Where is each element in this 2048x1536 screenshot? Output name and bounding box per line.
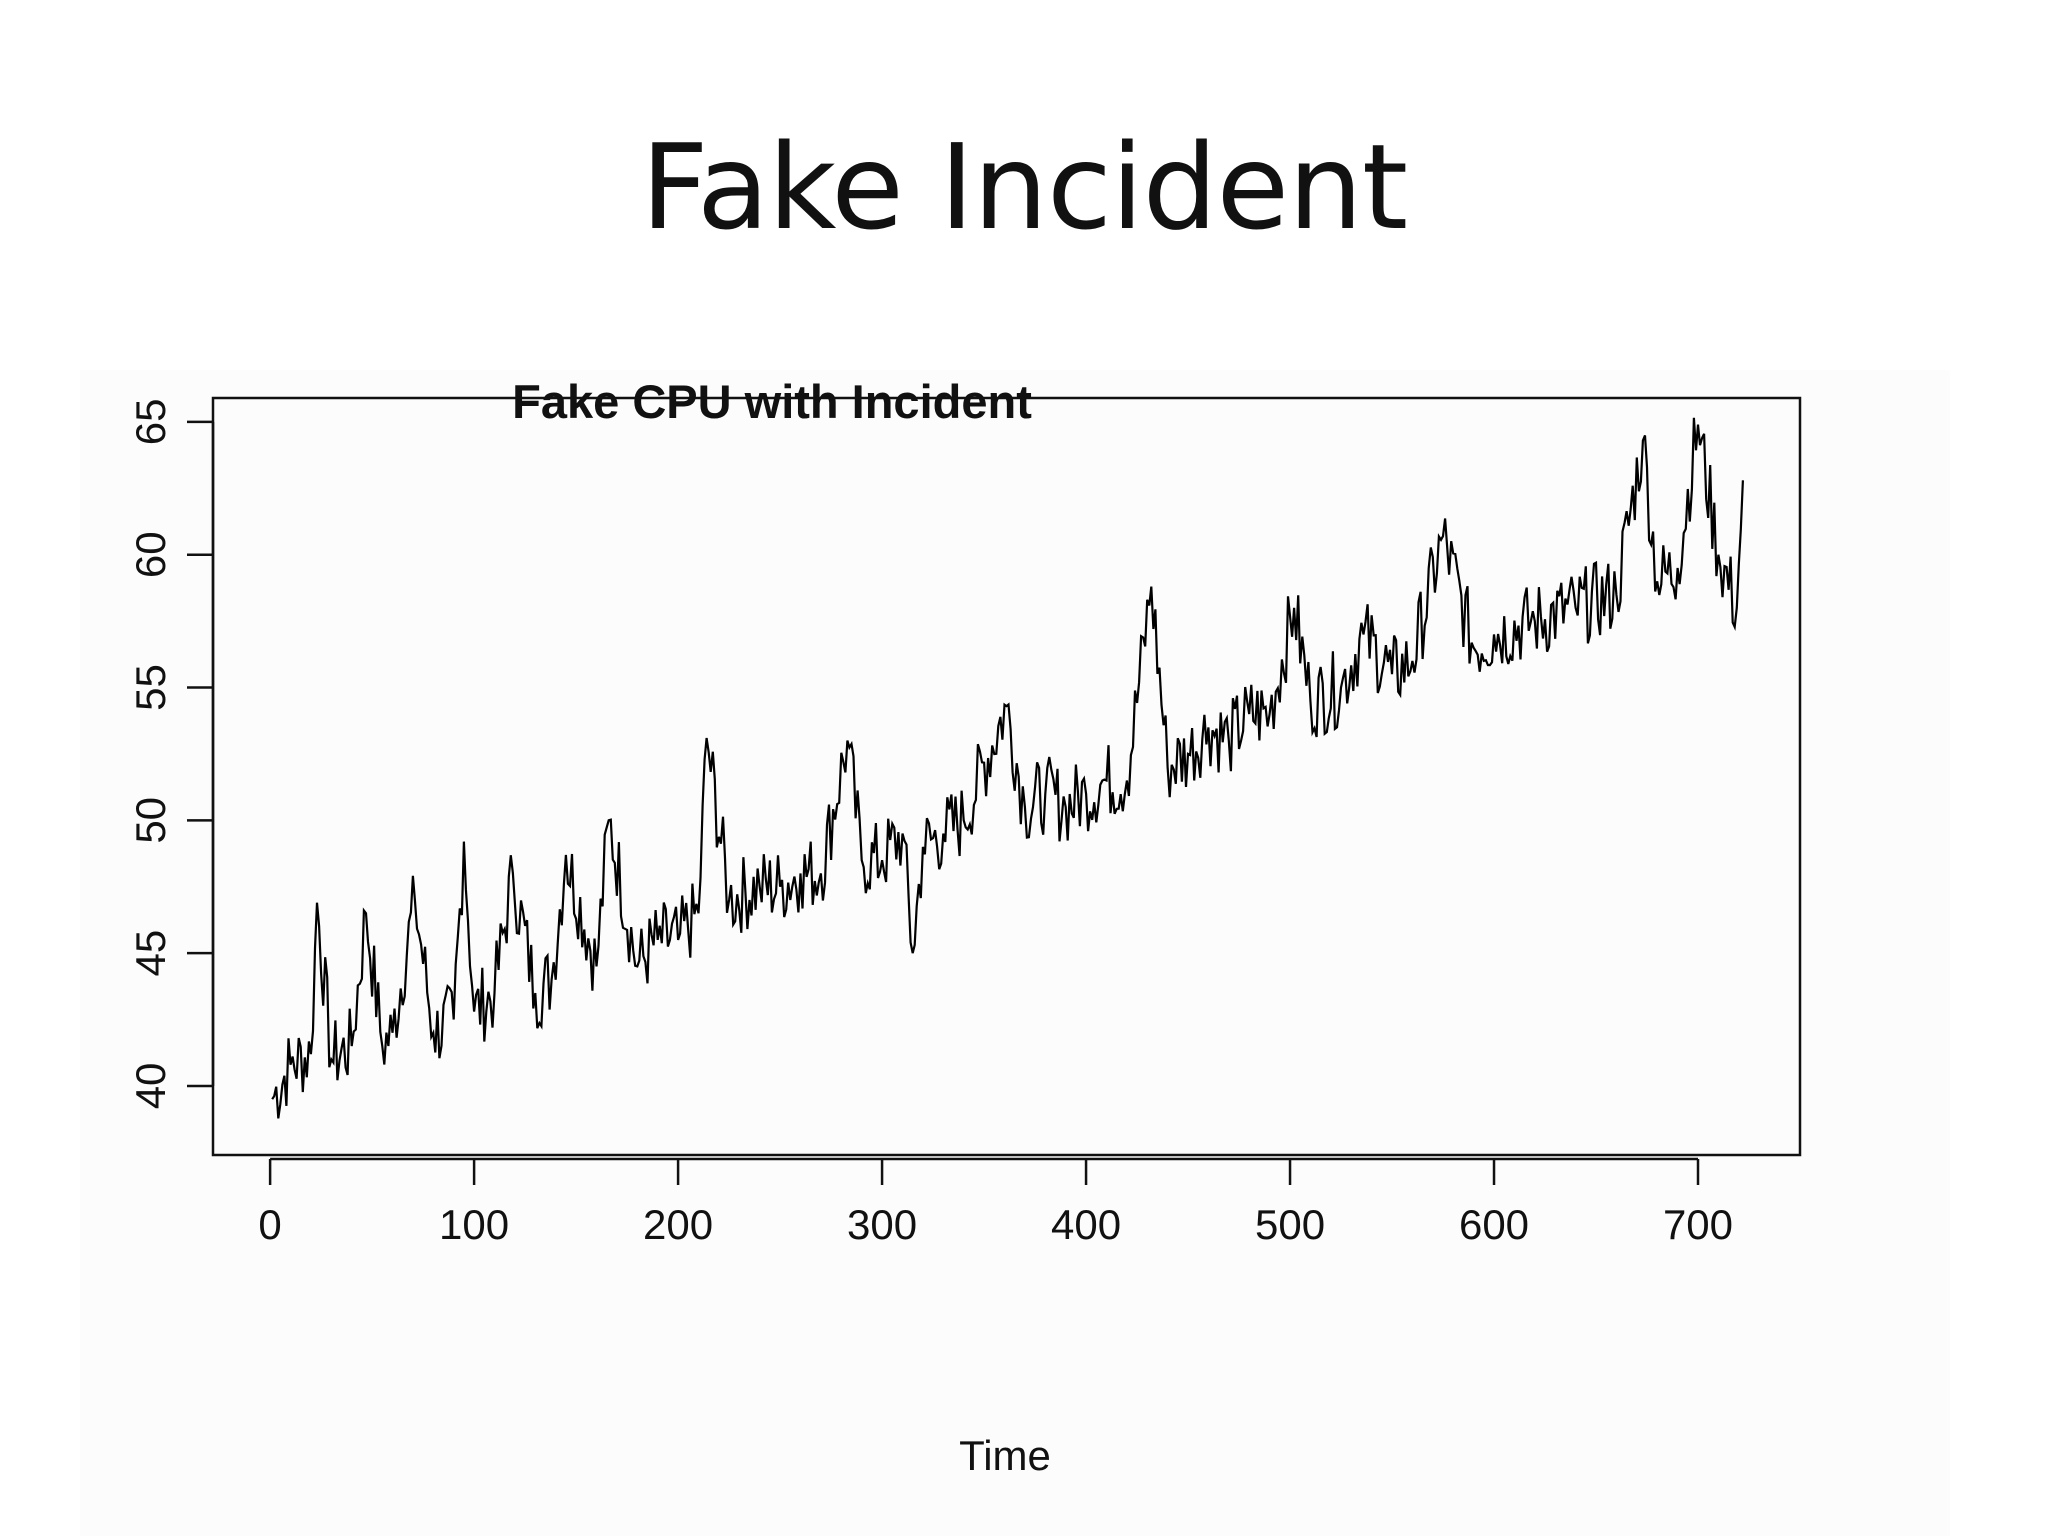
plot-panel: Fake CPU with Incident 0 100 200 300 400 500 6… bbox=[80, 370, 1950, 1536]
x-tick-label: 400 bbox=[1051, 1201, 1121, 1248]
y-tick-label: 60 bbox=[127, 531, 174, 578]
x-axis: 0 100 200 300 400 500 600 700 bbox=[258, 1157, 1733, 1248]
x-tick-label: 700 bbox=[1663, 1201, 1733, 1248]
x-tick-label: 0 bbox=[258, 1201, 281, 1248]
series-line bbox=[271, 417, 1744, 1119]
y-tick-label: 45 bbox=[127, 930, 174, 977]
x-tick-label: 600 bbox=[1459, 1201, 1529, 1248]
plot-frame bbox=[211, 396, 1802, 1157]
x-axis-label: Time bbox=[959, 1432, 1051, 1479]
y-tick-label: 50 bbox=[127, 797, 174, 844]
slide-title: Fake Incident bbox=[640, 118, 1408, 256]
line-chart: Fake CPU with Incident 0 100 200 300 400 500 6… bbox=[127, 375, 1802, 1479]
x-tick-label: 300 bbox=[847, 1201, 917, 1248]
x-tick-label: 100 bbox=[439, 1201, 509, 1248]
chart-title: Fake CPU with Incident bbox=[512, 375, 1032, 428]
x-tick-label: 200 bbox=[643, 1201, 713, 1248]
y-tick-label: 55 bbox=[127, 664, 174, 711]
y-tick-label: 40 bbox=[127, 1063, 174, 1110]
y-axis: 40 45 50 55 60 65 bbox=[127, 399, 215, 1110]
y-tick-label: 65 bbox=[127, 399, 174, 446]
x-tick-label: 500 bbox=[1255, 1201, 1325, 1248]
